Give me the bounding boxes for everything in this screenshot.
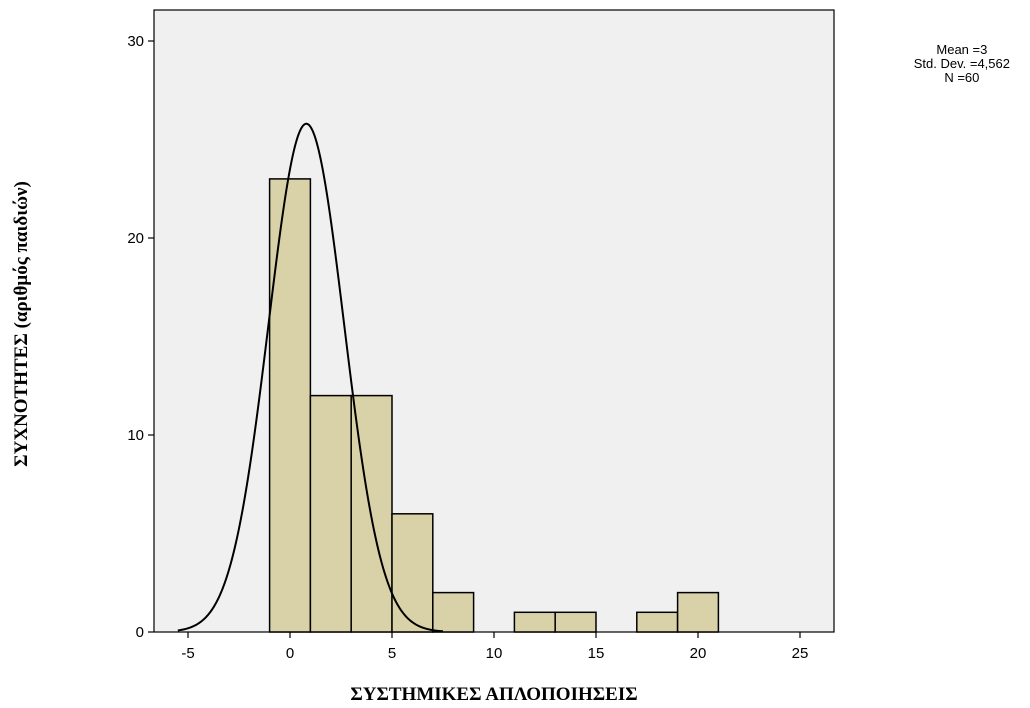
x-tick-label-10: 10 — [486, 645, 503, 662]
x-tick-label-20: 20 — [690, 645, 707, 662]
histogram-bar-4 — [432, 591, 475, 633]
histogram-bar-0 — [268, 178, 312, 633]
y-tick-label-20: 20 — [127, 230, 144, 247]
histogram-bar-6 — [513, 611, 556, 633]
x-tick-label-5: 5 — [388, 645, 396, 662]
x-tick-label--5: -5 — [181, 645, 194, 662]
x-axis: -5 0 5 10 15 20 25 — [181, 632, 808, 662]
x-tick-label-25: 25 — [792, 645, 809, 662]
sd-label: Std. Dev. =4,562 — [913, 56, 1010, 71]
y-axis: 0 10 20 30 — [127, 33, 154, 641]
x-axis-title: ΣΥΣΤΗΜΙΚΕΣ ΑΠΛΟΠΟΙΗΣΕΙΣ — [350, 684, 637, 705]
stats-legend: Mean =3 Std. Dev. =4,562 N =60 — [914, 43, 1010, 85]
y-tick-label-0: 0 — [136, 624, 144, 641]
normal-curve — [177, 122, 444, 633]
histogram-bar-1 — [309, 394, 352, 633]
y-tick-label-10: 10 — [127, 427, 144, 444]
x-tick-label-0: 0 — [286, 645, 294, 662]
histogram-bar-3 — [391, 513, 434, 633]
histogram-bar-7 — [554, 611, 597, 633]
n-label: N =60 — [944, 70, 980, 85]
plot-background — [153, 9, 835, 633]
mean-label: Mean =3 — [936, 42, 988, 57]
histogram-bar-9 — [636, 611, 679, 633]
x-tick-label-15: 15 — [588, 645, 605, 662]
y-tick-label-30: 30 — [127, 33, 144, 50]
histogram-bar-10 — [676, 591, 720, 633]
y-axis-title: ΣΥΧΝΟΤΗΤΕΣ (αριθμός παιδιών) — [11, 181, 32, 467]
